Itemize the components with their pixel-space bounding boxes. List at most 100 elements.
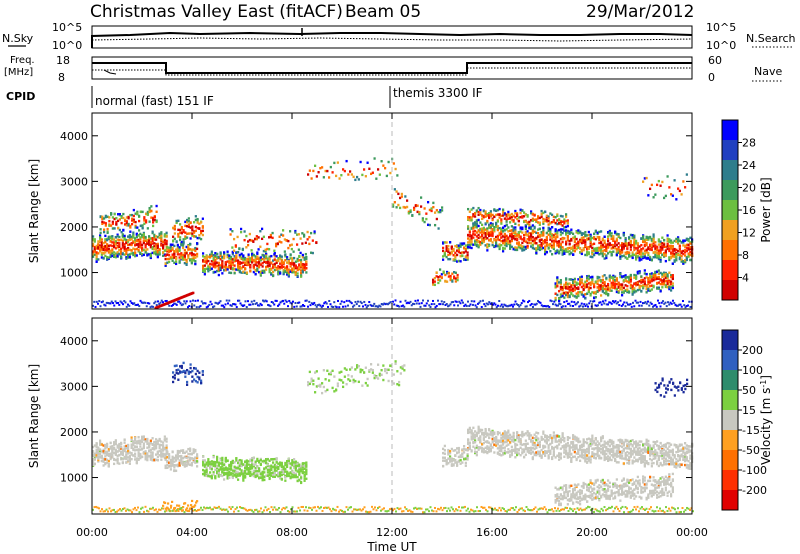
range-cell	[642, 252, 645, 255]
range-cell	[287, 259, 290, 263]
range-cell	[113, 462, 116, 466]
range-cell	[489, 226, 492, 229]
range-cell	[443, 252, 446, 255]
range-cell	[534, 303, 537, 306]
range-cell	[685, 258, 688, 262]
range-cell	[240, 252, 243, 256]
range-cell	[447, 248, 450, 251]
range-cell	[469, 303, 472, 306]
range-cell	[98, 300, 101, 303]
range-cell	[587, 247, 590, 250]
range-cell	[244, 263, 247, 266]
range-cell	[146, 254, 149, 257]
range-cell	[554, 237, 557, 241]
range-cell	[282, 299, 284, 302]
range-cell	[137, 451, 140, 455]
range-cell	[233, 255, 236, 259]
y-tick-label: 3000	[60, 175, 88, 188]
range-cell	[636, 281, 639, 284]
range-cell	[103, 230, 106, 234]
range-cell	[510, 239, 513, 243]
range-cell	[101, 222, 104, 226]
range-cell	[169, 458, 172, 462]
range-cell	[192, 259, 195, 262]
range-cell	[115, 220, 118, 224]
range-cell	[280, 259, 283, 263]
range-cell	[661, 281, 664, 285]
range-cell	[392, 205, 395, 208]
range-cell	[657, 299, 659, 302]
range-cell	[377, 305, 379, 308]
range-cell	[572, 249, 575, 252]
range-cell	[176, 452, 179, 455]
range-cell	[166, 459, 169, 463]
range-cell	[284, 266, 287, 270]
range-cell	[601, 254, 604, 258]
range-cell	[682, 300, 684, 303]
range-cell	[589, 244, 592, 247]
range-cell	[552, 247, 555, 251]
range-cell	[474, 239, 477, 242]
range-cell	[645, 273, 648, 276]
range-cell	[568, 288, 571, 291]
range-cell	[207, 255, 210, 259]
range-cell	[227, 302, 229, 305]
range-cell	[612, 281, 615, 284]
range-cell	[177, 300, 179, 303]
range-cell	[647, 280, 650, 284]
range-cell	[109, 244, 112, 247]
range-cell	[185, 464, 188, 468]
range-cell	[95, 244, 98, 248]
range-cell	[273, 265, 276, 269]
range-cell	[137, 448, 140, 451]
range-cell	[502, 211, 505, 215]
range-cell	[289, 262, 292, 265]
range-cell	[475, 226, 478, 229]
range-cell	[642, 280, 645, 283]
range-cell	[498, 216, 501, 219]
range-cell	[273, 268, 276, 272]
range-cell	[631, 293, 634, 296]
range-cell	[598, 287, 601, 290]
range-cell	[633, 282, 636, 286]
range-cell	[221, 272, 224, 275]
range-cell	[584, 230, 587, 234]
range-cell	[505, 237, 508, 240]
range-cell	[148, 206, 151, 210]
range-cell	[498, 213, 501, 216]
range-cell	[141, 247, 144, 251]
range-cell	[493, 228, 496, 232]
range-cell	[127, 222, 130, 226]
range-cell	[539, 301, 542, 304]
range-cell	[125, 457, 128, 461]
range-cell	[671, 286, 674, 290]
range-cell	[565, 241, 568, 245]
range-cell	[685, 173, 688, 176]
range-cell	[284, 270, 287, 273]
range-cell	[559, 228, 562, 231]
range-cell	[600, 244, 603, 248]
range-cell	[143, 216, 146, 219]
range-cell	[153, 237, 156, 240]
range-cell	[685, 305, 688, 308]
range-cell	[538, 227, 541, 231]
range-cell	[182, 456, 185, 460]
range-cell	[663, 279, 666, 283]
colorbar-tick-label: 24	[742, 159, 756, 172]
range-cell	[619, 283, 622, 286]
range-cell	[547, 233, 550, 236]
range-cell	[107, 452, 110, 456]
range-cell	[586, 250, 589, 254]
range-cell	[475, 224, 478, 228]
range-cell	[95, 446, 98, 449]
range-cell	[464, 258, 467, 262]
range-cell	[176, 247, 179, 251]
range-cell	[496, 220, 499, 223]
range-cell	[121, 235, 124, 239]
range-cell	[234, 303, 237, 306]
range-cell	[524, 245, 527, 249]
range-cell	[563, 285, 566, 288]
range-cell	[549, 221, 552, 225]
range-cell	[155, 210, 158, 213]
range-cell	[259, 245, 262, 248]
